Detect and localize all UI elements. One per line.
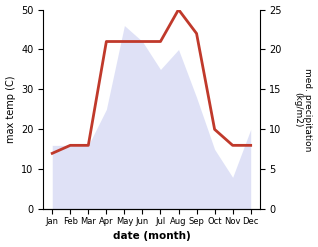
Y-axis label: med. precipitation
(kg/m2): med. precipitation (kg/m2) (293, 68, 313, 151)
Y-axis label: max temp (C): max temp (C) (5, 76, 16, 143)
X-axis label: date (month): date (month) (113, 231, 190, 242)
